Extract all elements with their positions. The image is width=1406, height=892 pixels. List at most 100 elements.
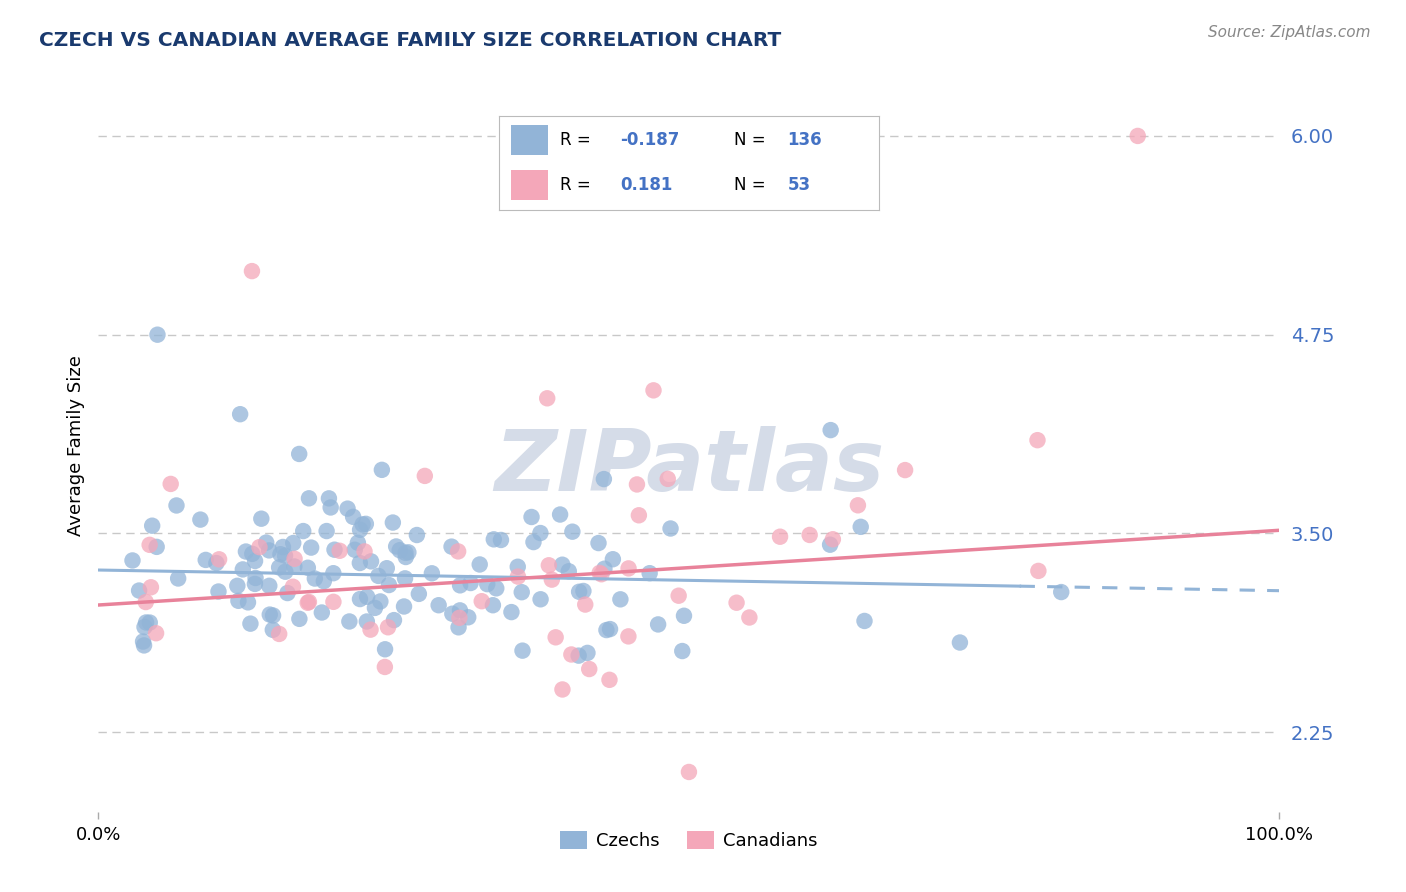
Text: 0.181: 0.181 (620, 176, 673, 194)
Text: -0.187: -0.187 (620, 131, 681, 149)
Point (135, 615, 157, 630)
Point (1028, 564, 1050, 578)
Point (257, 543, 280, 558)
Point (522, 535, 544, 549)
Point (262, 608, 284, 623)
Point (849, 520, 872, 534)
Point (738, 610, 761, 624)
Point (283, 559, 305, 574)
Point (574, 598, 596, 612)
Text: ZIPatlas: ZIPatlas (494, 426, 884, 509)
Point (599, 622, 621, 636)
Point (551, 558, 574, 572)
Point (529, 592, 551, 607)
Point (299, 541, 322, 555)
Point (132, 634, 155, 648)
Point (672, 608, 695, 623)
Text: R =: R = (560, 176, 591, 194)
Point (274, 549, 297, 563)
Point (229, 407, 252, 421)
Point (529, 526, 551, 541)
Point (240, 547, 263, 561)
Point (249, 540, 271, 554)
Point (440, 540, 463, 554)
Point (281, 580, 304, 594)
Point (228, 594, 250, 608)
Point (392, 599, 415, 614)
Point (337, 615, 360, 629)
Point (254, 535, 277, 549)
Point (145, 626, 167, 640)
Point (818, 538, 841, 552)
Point (145, 540, 167, 554)
Point (540, 573, 562, 587)
Point (312, 574, 335, 589)
Point (593, 472, 616, 486)
Point (588, 536, 610, 550)
Point (226, 579, 249, 593)
Point (167, 572, 190, 586)
Point (591, 567, 613, 582)
Point (283, 536, 305, 550)
Point (668, 589, 690, 603)
Point (208, 552, 231, 566)
Point (128, 583, 150, 598)
Point (678, 764, 700, 779)
Point (394, 546, 416, 560)
Point (799, 528, 821, 542)
Point (232, 562, 254, 576)
Point (725, 596, 748, 610)
Point (447, 620, 470, 634)
Point (360, 623, 382, 637)
Point (250, 511, 273, 525)
Point (298, 595, 321, 609)
Point (288, 447, 311, 461)
Text: CZECH VS CANADIAN AVERAGE FAMILY SIZE CORRELATION CHART: CZECH VS CANADIAN AVERAGE FAMILY SIZE CO… (39, 31, 782, 50)
Point (561, 524, 583, 539)
Point (274, 565, 297, 579)
Point (271, 540, 294, 554)
Point (512, 643, 534, 657)
Point (353, 544, 375, 558)
Point (235, 544, 257, 558)
Point (322, 566, 344, 581)
Point (240, 264, 263, 278)
Point (245, 571, 267, 585)
Point (375, 561, 398, 575)
Text: R =: R = (560, 131, 591, 149)
Point (347, 535, 370, 549)
Point (360, 554, 382, 568)
Point (236, 595, 259, 609)
Point (239, 616, 262, 631)
Point (132, 639, 155, 653)
Point (568, 584, 591, 599)
Legend: Czechs, Canadians: Czechs, Canadians (553, 823, 825, 857)
Text: 136: 136 (787, 131, 823, 149)
Point (121, 553, 143, 567)
Y-axis label: Average Family Size: Average Family Size (66, 356, 84, 536)
Point (269, 547, 291, 561)
FancyBboxPatch shape (510, 170, 548, 201)
Point (292, 524, 315, 538)
Point (377, 620, 399, 634)
Point (572, 584, 595, 599)
Point (643, 384, 665, 398)
Point (364, 600, 387, 615)
Point (166, 499, 188, 513)
Point (388, 543, 411, 558)
Point (671, 644, 693, 658)
Point (138, 538, 160, 552)
Point (336, 501, 359, 516)
Point (846, 498, 869, 512)
Point (276, 586, 298, 600)
Point (146, 327, 169, 342)
Point (536, 392, 558, 406)
Point (139, 615, 162, 630)
Point (595, 623, 617, 637)
Point (537, 558, 560, 573)
Point (304, 572, 326, 586)
Point (441, 607, 464, 621)
Point (659, 521, 682, 535)
Text: Source: ZipAtlas.com: Source: ZipAtlas.com (1208, 25, 1371, 40)
Point (356, 590, 378, 604)
